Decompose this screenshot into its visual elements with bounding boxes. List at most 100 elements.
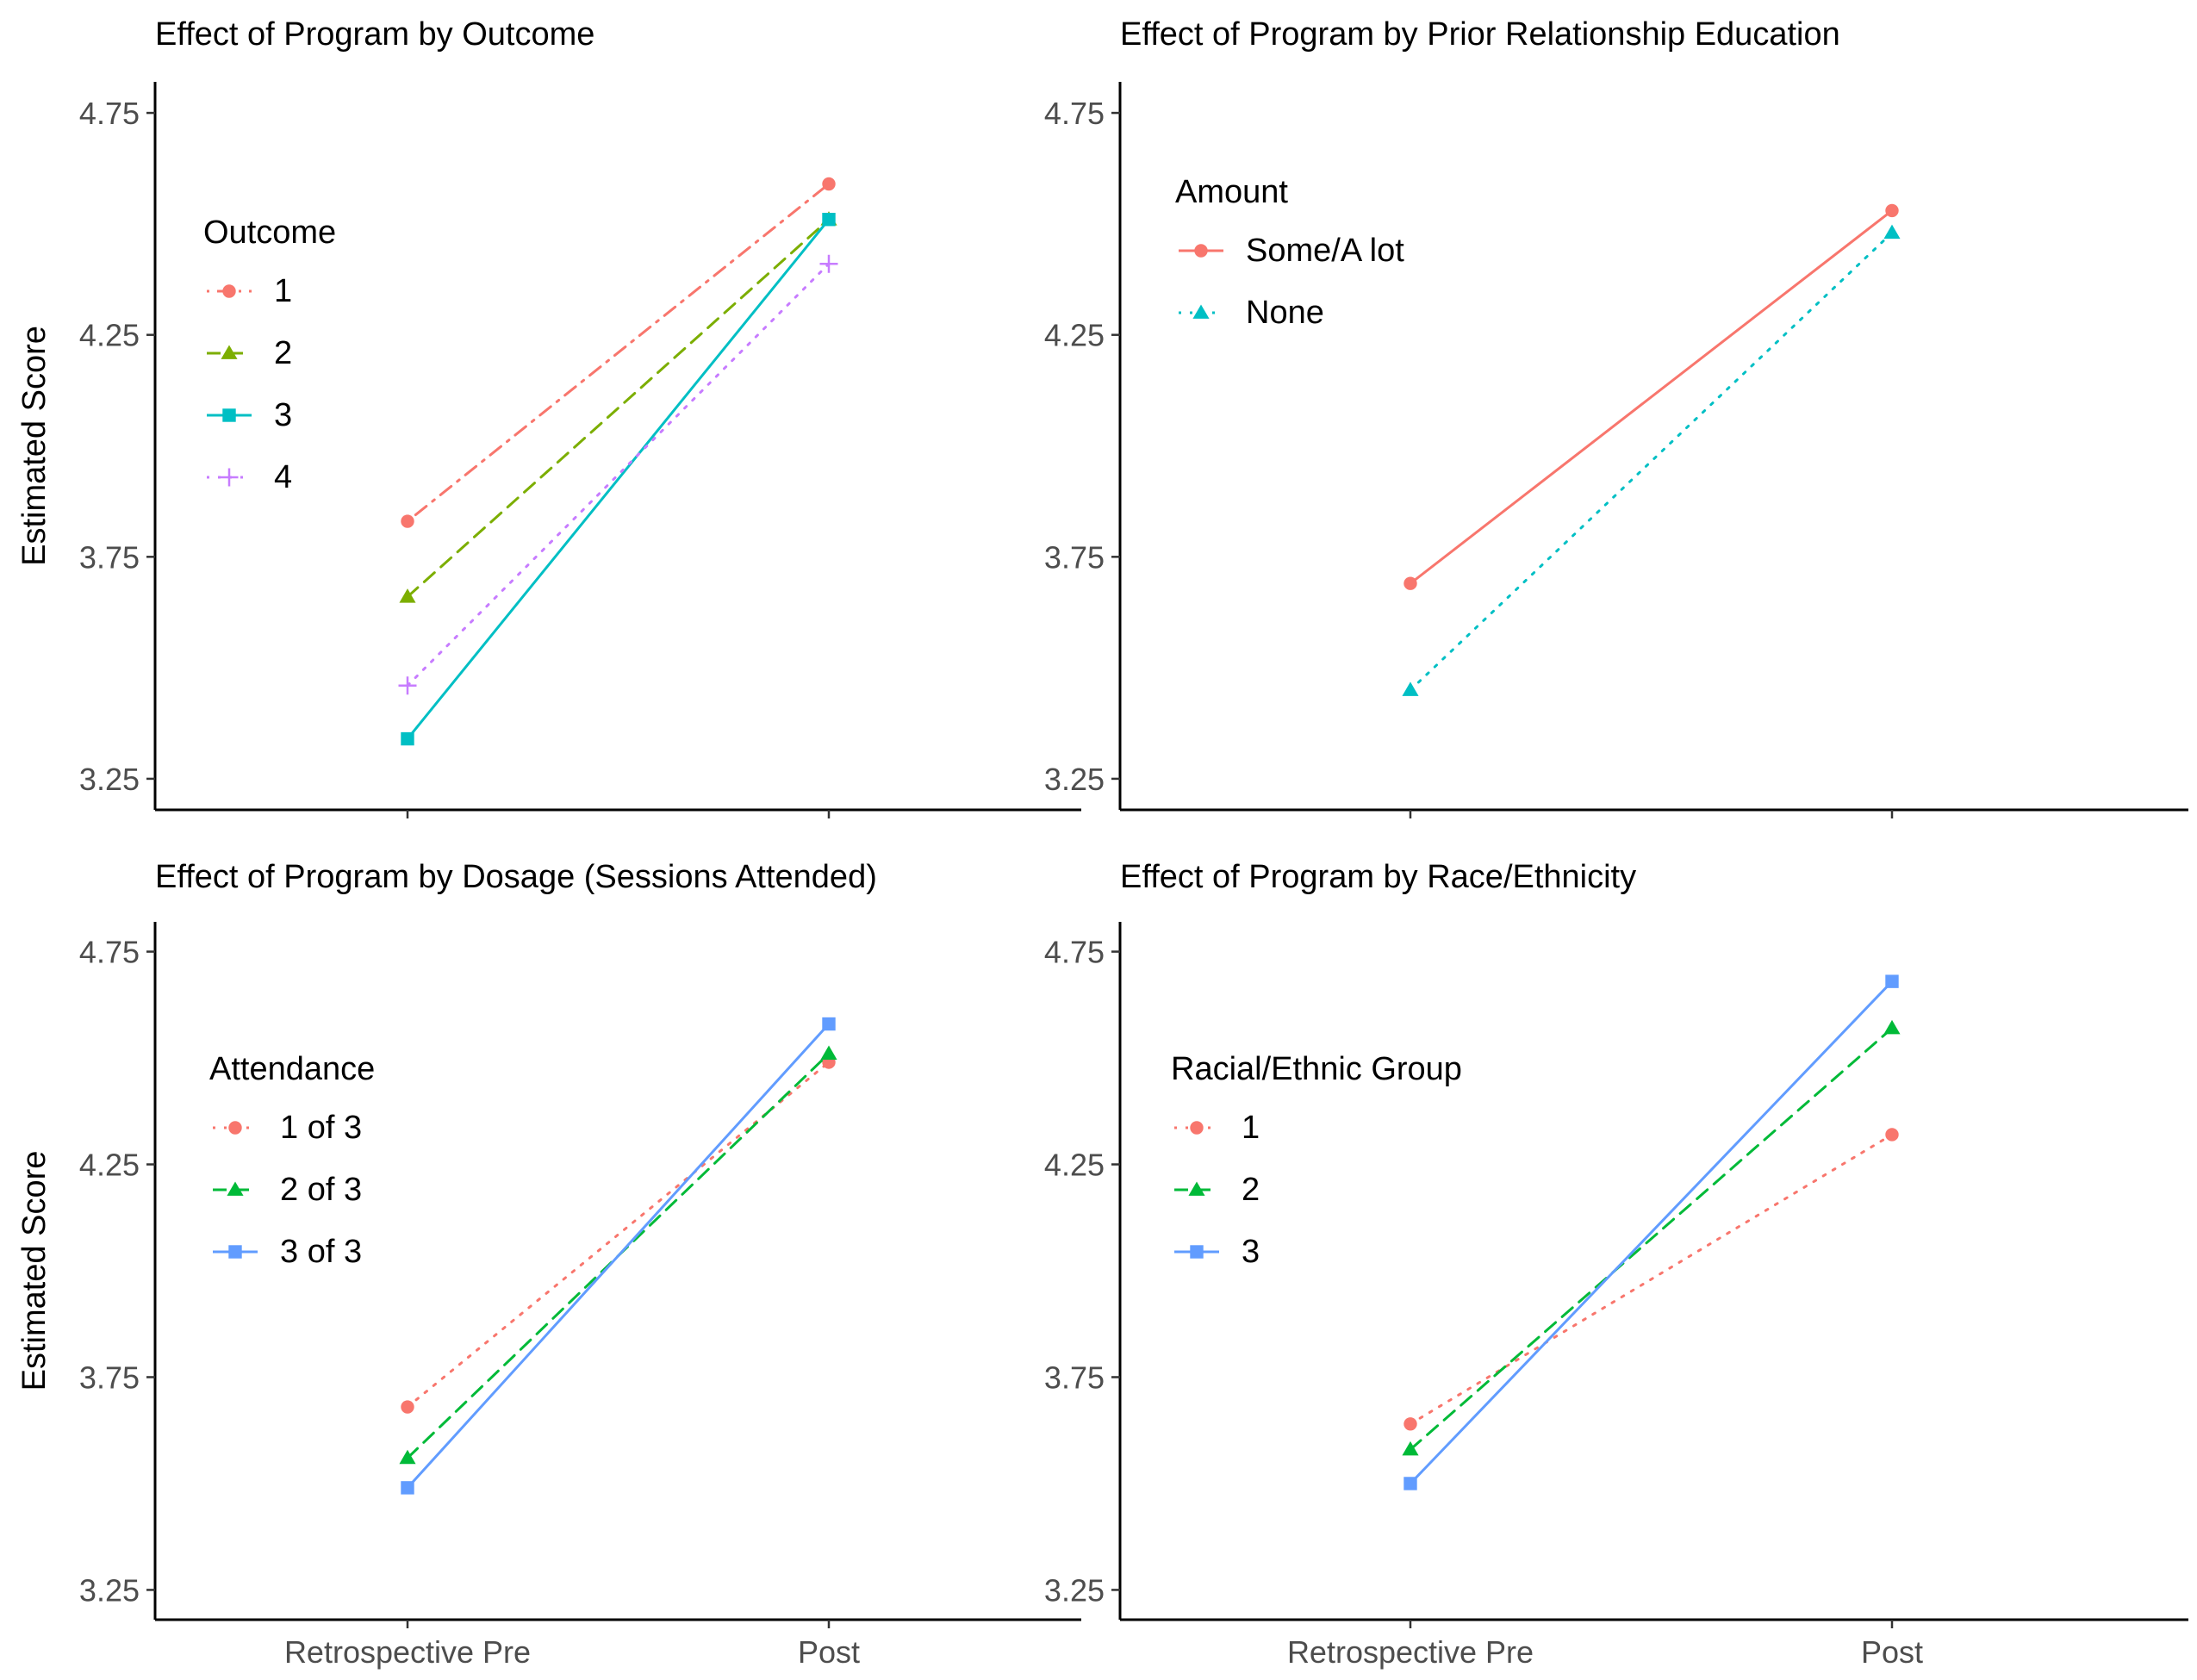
data-point [401,1400,414,1414]
data-point [1402,681,1419,696]
y-tick-label: 3.75 [79,539,140,575]
y-tick-label: 3.25 [79,762,140,797]
data-point [1883,1019,1901,1035]
series-3-of-3 [401,1017,836,1495]
chart-panel-1: Effect of Program by Outcome 3.25 3.75 4.25… [16,16,1081,818]
series-line [406,183,831,523]
data-point [1403,1417,1417,1431]
data-point [1403,576,1417,590]
legend-item: 3 [207,397,292,433]
data-point [819,254,838,273]
legend-label: Some/A lot [1246,233,1404,269]
y-tick-label: 3.75 [79,1360,140,1395]
legend-title: Amount [1175,174,1288,210]
data-point [401,731,414,746]
series-3 [1403,974,1899,1490]
legend-item: 1 [207,273,292,309]
series-line [1409,231,1894,692]
y-tick-label: 4.75 [79,96,140,131]
panel-title: Effect of Program by Race/Ethnicity [1120,859,1636,895]
y-tick-label: 4.25 [1044,318,1105,353]
y-tick-label: 4.75 [1044,96,1105,131]
legend-label: 2 [274,335,292,371]
legend-key-marker [220,468,239,487]
legend-title: Racial/Ethnic Group [1171,1051,1462,1087]
x-tick-label: Post [798,1634,860,1670]
y-tick-label: 4.25 [1044,1148,1105,1183]
y-tick-label: 3.75 [1044,1360,1105,1395]
legend-title: Outcome [203,215,336,251]
legend-label: 2 of 3 [280,1172,362,1208]
legend-key-marker [1190,1245,1204,1259]
data-point [398,676,417,695]
data-point [822,1017,836,1031]
legend: Racial/Ethnic Group 1 2 3 [1171,1051,1462,1270]
legend-key-marker [1194,244,1208,258]
legend-key-marker [222,408,236,422]
y-tick-label: 4.75 [79,935,140,970]
chart-panel-3: Effect of Program by Dosage (Sessions At… [16,859,1081,1670]
panel-title: Effect of Program by Dosage (Sessions At… [155,859,877,895]
legend-item: 3 of 3 [213,1234,362,1270]
y-tick-label: 3.25 [1044,1572,1105,1608]
legend-label: 3 of 3 [280,1234,362,1270]
legend: Amount Some/A lot None [1175,174,1404,331]
series-line [406,1023,831,1490]
legend-item: 3 [1174,1234,1260,1270]
panel-title: Effect of Program by Prior Relationship … [1120,16,1840,53]
legend: Attendance 1 of 3 2 of 3 3 of 3 [209,1051,375,1270]
legend-item: None [1179,295,1324,331]
legend: Outcome 1 2 3 4 [203,215,336,495]
y-axis-title: Estimated Score [16,326,53,566]
legend-key-marker [228,1121,242,1135]
y-tick-label: 4.75 [1044,935,1105,970]
series-line [1409,980,1894,1485]
legend-item: 1 of 3 [213,1110,362,1146]
series-line [406,218,831,599]
legend-label: None [1246,295,1324,331]
x-tick-label: Retrospective Pre [1287,1634,1534,1670]
legend-key-marker [1190,1121,1204,1135]
series-line [1409,1026,1894,1451]
x-tick-label: Retrospective Pre [284,1634,531,1670]
data-point [399,1449,416,1465]
legend-label: 4 [274,459,292,495]
data-point [1883,224,1901,240]
series-2 [1402,1019,1901,1456]
legend-item: 1 [1174,1110,1260,1146]
legend-label: 2 [1242,1172,1260,1208]
legend-key-marker [227,1181,244,1196]
chart-panel-4: Effect of Program by Race/Ethnicity 3.25 3… [1044,859,2188,1670]
legend-item: 4 [207,459,292,495]
legend-label: 1 of 3 [280,1110,362,1146]
x-tick-label: Post [1861,1634,1923,1670]
legend-label: 1 [1242,1110,1260,1146]
series-line [406,218,831,741]
legend-key-marker [1188,1181,1205,1196]
series-none [1402,224,1901,696]
legend-title: Attendance [209,1051,375,1087]
series-line [406,1061,831,1409]
data-point [401,514,414,528]
data-point [1885,974,1899,988]
legend-key-marker [228,1245,242,1259]
panel-title: Effect of Program by Outcome [155,16,594,53]
data-point [1885,203,1899,218]
y-tick-label: 4.25 [79,1148,140,1183]
data-point [822,177,836,191]
y-axis-title: Estimated Score [16,1151,53,1391]
data-point [1402,1440,1419,1456]
data-point [399,588,416,603]
legend-item: 2 [1174,1172,1260,1208]
y-tick-label: 3.75 [1044,539,1105,575]
legend-key-marker [222,284,236,298]
series-3 [401,213,836,746]
data-point [822,213,836,227]
y-tick-label: 4.25 [79,318,140,353]
legend-key-marker [1192,304,1210,319]
series-line [1409,1133,1894,1426]
series-line [406,262,831,688]
legend-item: 2 [207,335,292,371]
series-1 [1403,1128,1899,1431]
